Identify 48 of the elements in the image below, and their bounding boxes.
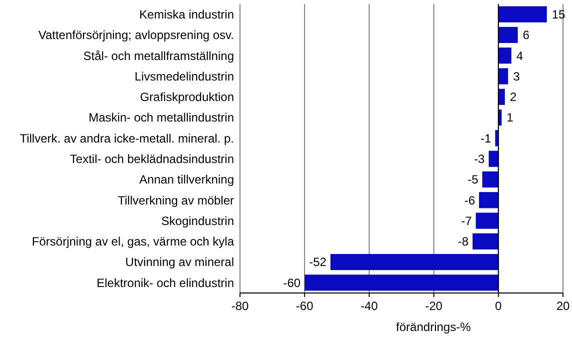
y-tick-label: Kemiska industrin: [139, 8, 234, 22]
y-tick-label: Maskin- och metallindustrin: [88, 110, 234, 125]
y-tick-label: Försörjning av el, gas, värme och kyla: [32, 234, 234, 249]
bar: [498, 68, 508, 84]
data-label: -8: [458, 234, 469, 249]
bar: [476, 212, 498, 229]
data-label: -7: [461, 214, 472, 228]
data-label: -6: [464, 193, 476, 208]
x-tick-label: 0: [495, 299, 502, 313]
y-tick-label: Tillverkning av möbler: [118, 193, 234, 208]
bar: [495, 130, 498, 146]
data-label: -5: [468, 172, 479, 187]
data-label: 15: [552, 8, 566, 22]
bar: [479, 192, 498, 208]
data-label: -60: [283, 276, 301, 290]
bar: [488, 150, 498, 167]
data-label: -52: [309, 255, 327, 270]
y-tick-label: Tillverk. av andra icke-metall. mineral. p.: [20, 131, 234, 146]
bar: [472, 233, 498, 250]
x-axis-title: förändrings-%: [396, 320, 472, 334]
x-tick-label: -40: [360, 299, 378, 313]
bar: [330, 254, 498, 270]
data-label: 6: [522, 28, 530, 42]
bar: [498, 6, 547, 22]
y-tick-label: Grafiskproduktion: [140, 90, 234, 104]
y-tick-label: Textil- och beklädnadsindustrin: [70, 152, 234, 166]
y-tick-label: Utvinning av mineral: [125, 255, 234, 270]
y-tick-label: Skogindustrin: [161, 214, 234, 228]
bar: [498, 88, 505, 105]
y-tick-label: Livsmedelindustrin: [134, 69, 234, 84]
bar: [498, 48, 512, 64]
y-tick-label: Stål- och metallframställning: [83, 48, 234, 63]
data-label: 2: [510, 90, 517, 104]
bar: [498, 26, 518, 44]
y-tick-label: Annan tillverkning: [139, 172, 234, 187]
data-label: 1: [506, 110, 514, 125]
data-label: -1: [480, 131, 492, 146]
data-label: -3: [474, 152, 486, 166]
x-tick-label: -60: [296, 299, 314, 313]
y-tick-label: Elektronik- och elindustrin: [96, 276, 234, 290]
data-label: 4: [516, 48, 524, 63]
data-label: 3: [513, 69, 520, 84]
x-tick-label: -80: [231, 299, 249, 313]
x-tick-label: 20: [556, 299, 570, 313]
x-tick-label: -20: [425, 299, 443, 313]
bar: [304, 274, 498, 291]
y-tick-label: Vattenförsörjning; avloppsrening osv.: [38, 28, 234, 42]
bar: [482, 171, 498, 188]
